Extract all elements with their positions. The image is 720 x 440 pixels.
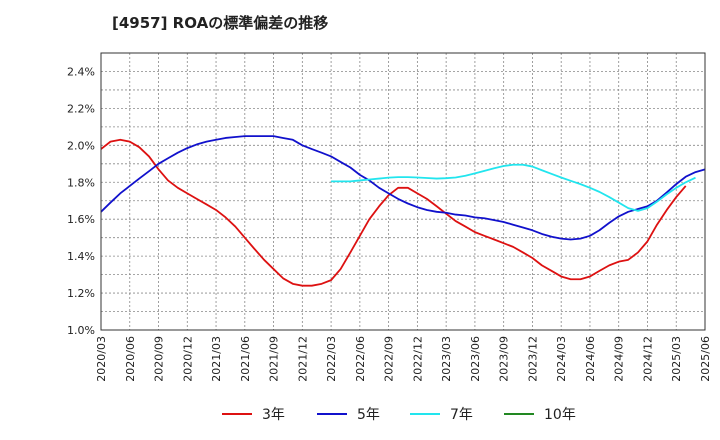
legend-label-10年: 10年: [544, 407, 576, 423]
x-tick-label: 2022/12: [411, 336, 424, 382]
series-line-5年: [100, 135, 706, 241]
plot-frame: [100, 52, 706, 331]
y-axis-tick-labels: 1.0% 1.2% 1.4% 1.6% 1.8% 2.0% 2.2% 2.4%: [67, 65, 95, 337]
legend-label-3年: 3年: [262, 407, 285, 423]
x-axis-tick-labels: 2020/03 2020/06 2020/09 2020/12 2021/03 2021/…: [95, 336, 712, 382]
x-tick-label: 2022/09: [383, 336, 396, 382]
x-tick-label: 2020/06: [124, 336, 137, 382]
x-tick-label: 2023/03: [440, 336, 453, 382]
x-tick-label: 2021/12: [296, 336, 309, 382]
series-line-7年: [331, 163, 696, 212]
x-tick-label: 2020/09: [153, 336, 166, 382]
x-tick-label: 2024/09: [613, 336, 626, 382]
x-tick-label: 2023/06: [469, 336, 482, 382]
x-tick-label: 2022/06: [354, 336, 367, 382]
x-tick-label: 2025/06: [699, 336, 712, 382]
x-tick-label: 2023/12: [526, 336, 539, 382]
chart-title: [4957] ROAの標準偏差の推移: [112, 14, 329, 32]
x-tick-label: 2023/09: [498, 336, 511, 382]
x-tick-label: 2020/12: [181, 336, 194, 382]
gridlines: [101, 53, 705, 330]
x-tick-label: 2024/12: [641, 336, 654, 382]
x-tick-label: 2021/06: [239, 336, 252, 382]
x-tick-label: 2024/03: [555, 336, 568, 382]
series-lines: [100, 135, 706, 287]
y-tick-label: 1.4%: [67, 250, 95, 263]
x-tick-label: 2024/06: [584, 336, 597, 382]
y-tick-label: 1.8%: [67, 176, 95, 189]
legend-label-5年: 5年: [357, 407, 380, 423]
y-tick-label: 2.0%: [67, 139, 95, 152]
legend: 3年 5年 7年 10年: [222, 407, 576, 423]
y-tick-label: 2.2%: [67, 102, 95, 115]
x-tick-label: 2025/03: [670, 336, 683, 382]
y-tick-label: 1.2%: [67, 287, 95, 300]
y-tick-label: 1.0%: [67, 324, 95, 337]
x-tick-label: 2021/09: [268, 336, 281, 382]
x-tick-label: 2022/03: [325, 336, 338, 382]
series-line-3年: [100, 138, 687, 287]
x-tick-label: 2020/03: [95, 336, 108, 382]
x-tick-label: 2021/03: [210, 336, 223, 382]
y-tick-label: 1.6%: [67, 213, 95, 226]
y-tick-label: 2.4%: [67, 65, 95, 78]
legend-label-7年: 7年: [450, 407, 473, 423]
